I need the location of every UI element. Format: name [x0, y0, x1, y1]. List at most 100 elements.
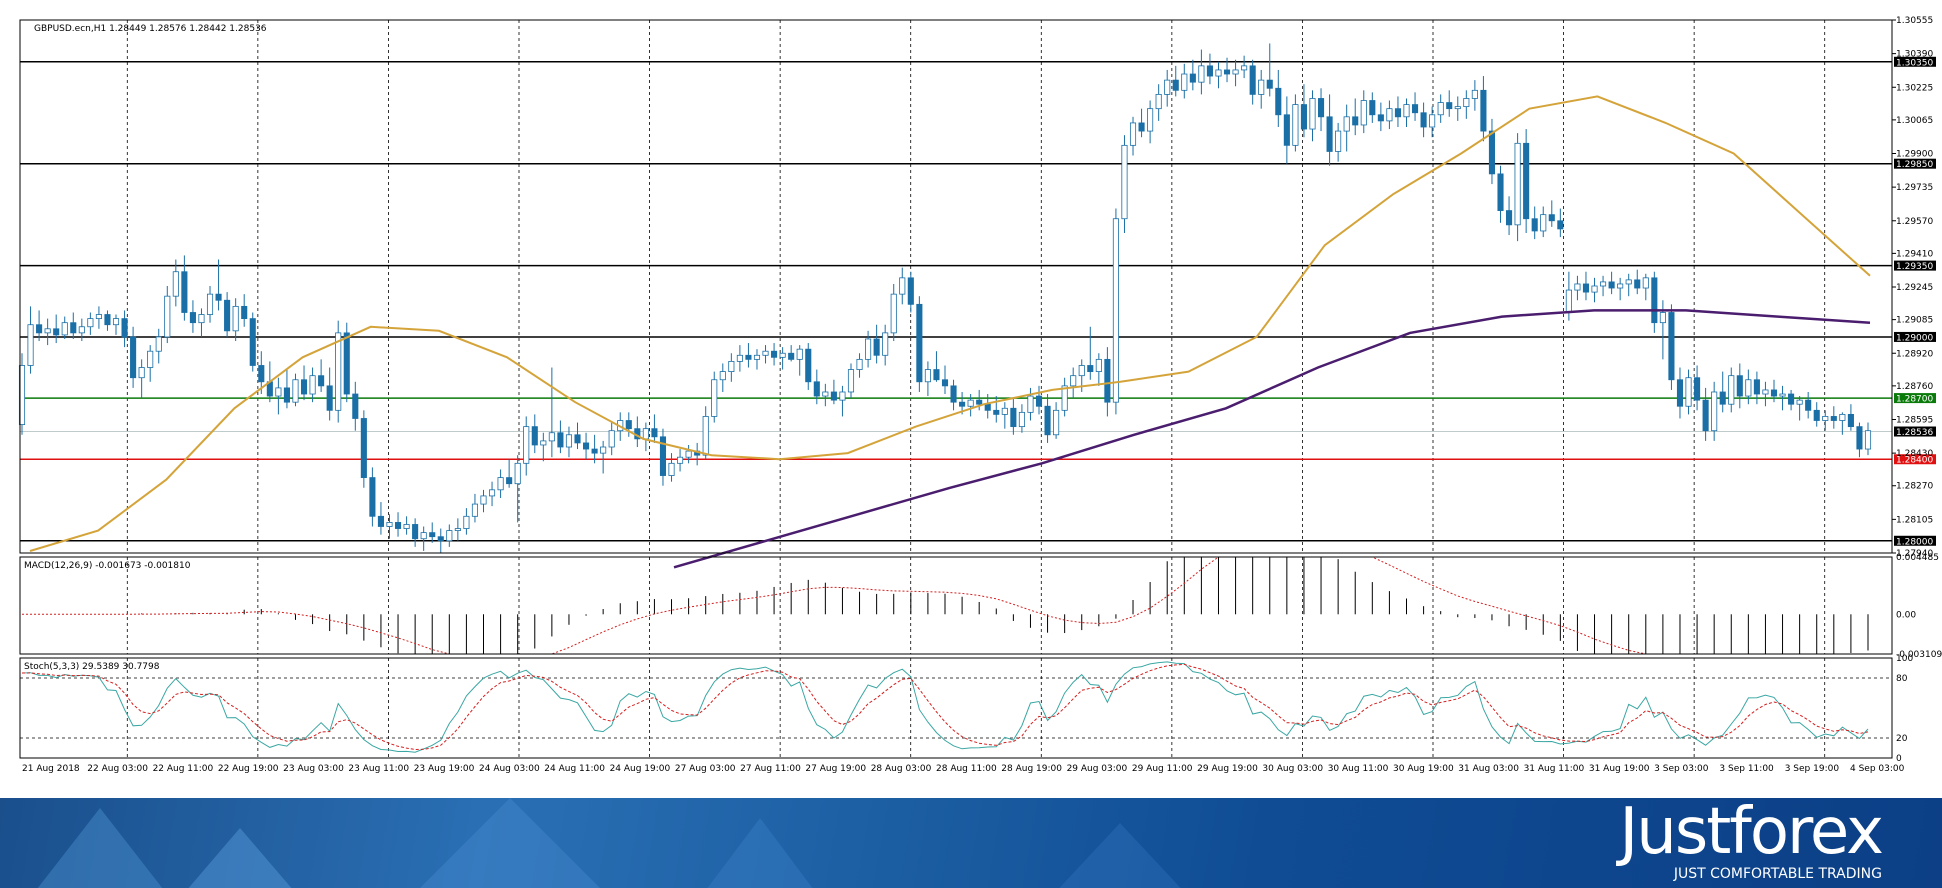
candle-body [95, 314, 102, 320]
price-tick-label: 1.28270 [1896, 482, 1933, 492]
candle [642, 422, 649, 452]
candle [1129, 116, 1137, 156]
candle-body [899, 277, 906, 295]
candle-body [429, 532, 436, 538]
candle-body [762, 350, 769, 356]
price-tick-label: 1.27940 [1896, 549, 1933, 559]
price-tick-label: 1.28760 [1896, 382, 1933, 392]
ma-slow-line [673, 309, 1871, 569]
candle [1018, 404, 1025, 433]
candle-body [104, 314, 111, 326]
candle [1138, 108, 1145, 138]
candle-body [1506, 210, 1513, 226]
candle [70, 312, 77, 339]
candle [1317, 88, 1325, 132]
candle-body [412, 524, 419, 540]
price-tick-label: 1.29085 [1896, 316, 1933, 326]
footer-banner: Justforex JUST COMFORTABLE TRADING [0, 798, 1942, 888]
price-tick-label: 1.28430 [1896, 449, 1933, 459]
candle-body [1557, 220, 1564, 230]
candle [1394, 96, 1402, 128]
candle [1617, 277, 1624, 301]
candle-body [1651, 277, 1658, 324]
level-label: 1.30350 [1896, 58, 1933, 68]
level-label: 1.29850 [1896, 160, 1933, 170]
candle [1232, 59, 1239, 87]
candle [1702, 387, 1709, 441]
grid-lines [126, 20, 1826, 758]
stoch-main-line [21, 661, 1869, 753]
candle [514, 455, 521, 523]
candle [933, 351, 940, 382]
candle [506, 459, 513, 488]
candle-body [78, 326, 85, 334]
time-label: 29 Aug 19:00 [1197, 764, 1258, 774]
candle [1463, 90, 1470, 119]
candle-body [959, 401, 966, 407]
candle [1112, 208, 1119, 415]
candle [967, 394, 974, 417]
price-tick-label: 1.28920 [1896, 349, 1933, 359]
candle-body [1189, 73, 1196, 83]
candle [206, 285, 214, 323]
candle-body [1437, 102, 1444, 116]
candle-body [1625, 279, 1632, 285]
candle [702, 406, 709, 460]
candle [890, 283, 897, 342]
candle [1164, 69, 1171, 107]
time-label: 22 Aug 19:00 [218, 764, 279, 774]
candle-body [1394, 108, 1402, 118]
candle [796, 345, 803, 376]
time-label: 24 Aug 19:00 [610, 764, 671, 774]
time-label: 24 Aug 03:00 [479, 764, 540, 774]
candle [1608, 271, 1615, 295]
candle-body [531, 426, 538, 446]
candle [1027, 387, 1034, 421]
candle-body [1762, 389, 1769, 395]
candle [309, 367, 316, 403]
candle [1813, 402, 1820, 427]
candle-body [1685, 377, 1692, 407]
candle [1258, 69, 1265, 109]
time-label: 29 Aug 11:00 [1132, 764, 1193, 774]
candle-body [1249, 65, 1256, 95]
macd-indicator: 0.004485 0.00 -0.003109 [22, 553, 1942, 660]
level-label-box [1894, 454, 1936, 465]
candle-body [1164, 79, 1171, 95]
candle [497, 469, 504, 498]
price-tick-label: 1.29900 [1896, 150, 1933, 160]
candle [53, 314, 60, 344]
candle-body [1736, 375, 1743, 397]
candle-body [591, 448, 598, 454]
candle [1429, 106, 1436, 138]
candle [1001, 402, 1008, 429]
candle [1805, 391, 1812, 419]
candle [352, 381, 359, 431]
candle [189, 300, 196, 333]
candle-body [300, 379, 308, 395]
candle-body [1454, 106, 1461, 110]
candle [634, 416, 641, 448]
candle-body [258, 365, 265, 383]
candle [87, 312, 94, 335]
candle-body [745, 354, 752, 360]
candle-body [1582, 283, 1590, 293]
candle-body [1181, 73, 1188, 91]
candle-body [155, 336, 162, 352]
candle [1104, 347, 1111, 417]
candle-body [420, 532, 427, 540]
candle [1223, 57, 1231, 83]
candle-body [343, 332, 350, 395]
macd-tick-label: 0.00 [1896, 610, 1916, 620]
candle-body [1343, 116, 1350, 132]
candle [916, 296, 923, 392]
brand-tagline: JUST COMFORTABLE TRADING [1673, 866, 1882, 882]
price-tick-label: 1.29245 [1896, 283, 1933, 293]
level-label-box [1894, 260, 1936, 271]
candle [651, 414, 658, 443]
level-label-box [1894, 535, 1936, 546]
candle-body [950, 385, 957, 403]
candle-body [1574, 283, 1581, 291]
level-label-box [1894, 56, 1936, 67]
candle [668, 453, 675, 482]
